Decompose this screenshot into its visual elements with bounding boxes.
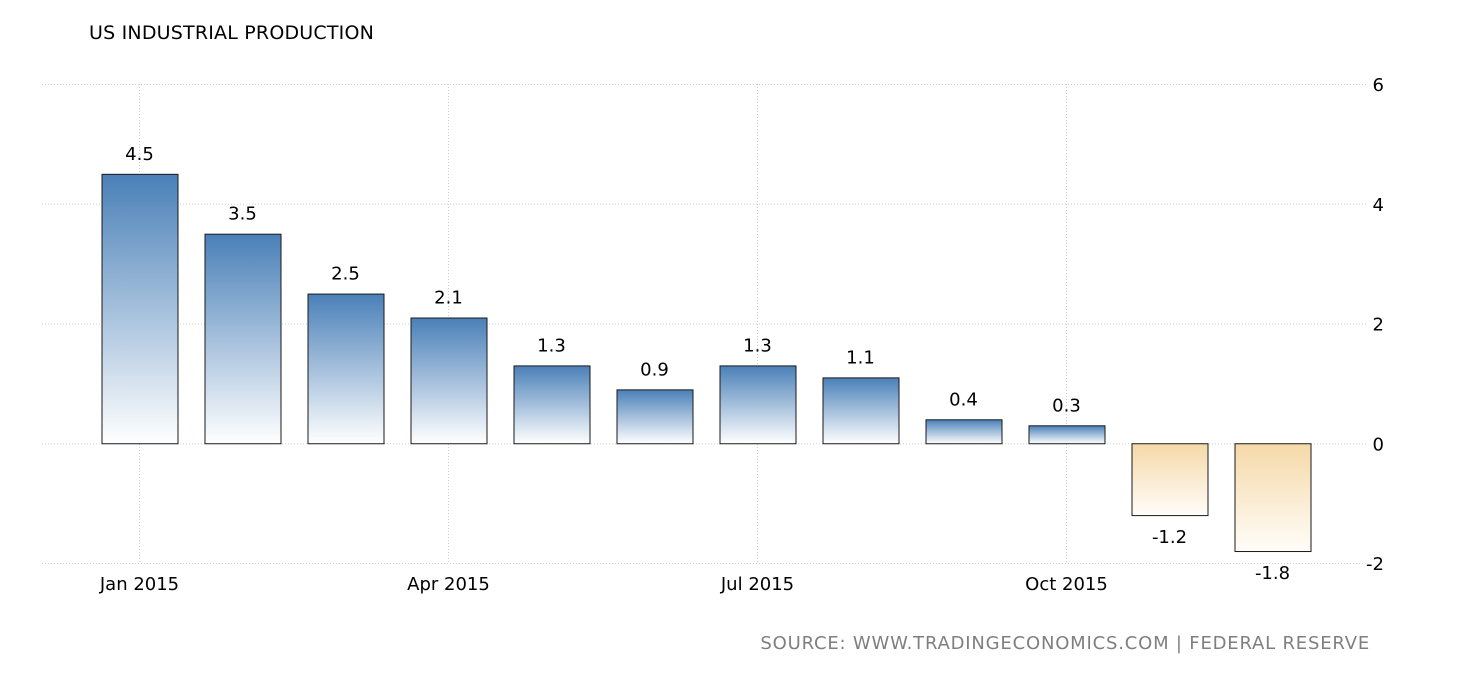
bar (1234, 443, 1312, 553)
data-label: 1.3 (537, 335, 566, 356)
data-label: 1.3 (743, 335, 772, 356)
y-tick-label: 0 (1373, 434, 1384, 455)
data-label: 2.1 (434, 288, 463, 309)
bar (101, 173, 179, 445)
x-tick-label: Jul 2015 (720, 574, 794, 595)
data-label: 0.9 (640, 359, 669, 380)
chart-source: SOURCE: WWW.TRADINGECONOMICS.COM | FEDER… (760, 633, 1370, 654)
data-label: -1.2 (1152, 527, 1187, 548)
bar (307, 293, 385, 445)
bar (925, 419, 1003, 445)
x-tick-label: Apr 2015 (407, 574, 490, 595)
data-label: -1.8 (1255, 563, 1290, 584)
y-tick-label: 6 (1373, 75, 1384, 96)
data-label: 0.3 (1052, 395, 1081, 416)
y-tick-label: 2 (1373, 315, 1384, 336)
x-axis: Jan 2015 Apr 2015 Jul 2015 Oct 2015 (99, 574, 1108, 595)
data-labels: 4.5 3.5 2.5 2.1 1.3 0.9 1.3 1.1 0.4 0.3 -1.2 -1.8 (125, 144, 1290, 584)
data-label: 0.4 (949, 389, 978, 410)
chart-title: US INDUSTRIAL PRODUCTION (89, 22, 375, 44)
bar (513, 365, 591, 445)
data-label: 4.5 (125, 144, 154, 165)
bar (1131, 443, 1209, 517)
x-tick-label: Oct 2015 (1025, 574, 1108, 595)
data-label: 2.5 (331, 264, 360, 285)
bar (616, 389, 694, 445)
bars (101, 173, 1312, 553)
bar (1028, 425, 1106, 445)
y-axis: 6 4 2 0 -2 (1366, 75, 1384, 575)
bar (719, 365, 797, 445)
x-tick-label: Jan 2015 (99, 574, 179, 595)
data-label: 1.1 (846, 347, 875, 368)
data-label: 3.5 (228, 204, 257, 225)
bar (204, 233, 282, 445)
y-tick-label: -2 (1366, 554, 1384, 575)
bar (822, 377, 900, 445)
bar (410, 317, 488, 445)
y-tick-label: 4 (1373, 195, 1384, 216)
